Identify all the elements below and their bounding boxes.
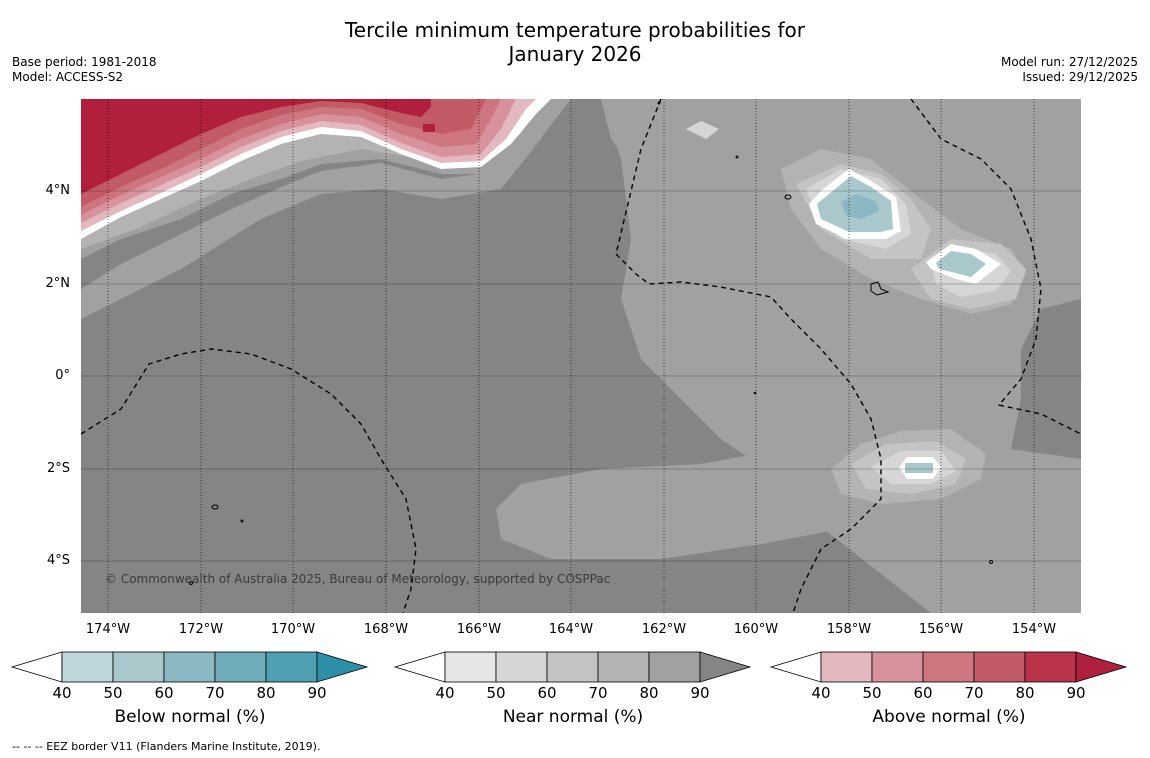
lon-label-170w: 170°W — [270, 622, 316, 637]
footnote: -- -- -- EEZ border V11 (Flanders Marine… — [12, 740, 321, 753]
cb3-tick-60: 60 — [913, 684, 933, 702]
lon-label-154w: 154°W — [1011, 622, 1057, 637]
island-d — [240, 519, 244, 523]
below-normal-50-b — [936, 251, 986, 277]
copyright-text: © Commonwealth of Australia 2025, Bureau… — [105, 572, 611, 586]
eez-borders — [81, 99, 1081, 613]
near-normal-50-small — [686, 121, 719, 139]
cb2-tick-70: 70 — [588, 684, 608, 702]
cb3-tick-50: 50 — [862, 684, 882, 702]
colorbar-label-below: Below normal (%) — [114, 707, 266, 727]
lon-label-174w: 174°W — [85, 622, 131, 637]
island-g — [735, 155, 739, 159]
cb1-tick-80: 80 — [256, 684, 276, 702]
eez-border-east — [910, 99, 1081, 435]
title-line-2: January 2026 — [508, 42, 642, 66]
above-normal-patch — [423, 124, 435, 132]
eez-border-west — [81, 348, 417, 613]
chart-title: Tercile minimum temperature probabilitie… — [0, 18, 1150, 66]
map-svg — [81, 99, 1081, 613]
lat-label-4n: 4°N — [45, 183, 71, 198]
colorbar-label-near: Near normal (%) — [502, 707, 644, 727]
lon-label-162w: 162°W — [641, 622, 687, 637]
colorbar-label-above: Above normal (%) — [872, 707, 1026, 727]
island-a — [784, 194, 792, 200]
cb2-tick-90: 90 — [690, 684, 710, 702]
cb1-tick-90: 90 — [307, 684, 327, 702]
meta-left: Base period: 1981-2018 Model: ACCESS-S2 — [12, 55, 157, 85]
lat-label-0: 0° — [55, 368, 70, 383]
cb2-tick-40: 40 — [435, 684, 455, 702]
below-normal-60-a — [841, 194, 879, 219]
lat-label-2n: 2°N — [45, 276, 71, 291]
cb3-tick-70: 70 — [964, 684, 984, 702]
model-run: Model run: 27/12/2025 — [1000, 55, 1138, 69]
lon-label-158w: 158°W — [826, 622, 872, 637]
colorbar-near-normal — [393, 651, 752, 683]
lon-label-156w: 156°W — [918, 622, 964, 637]
cb2-tick-60: 60 — [537, 684, 557, 702]
cb3-tick-90: 90 — [1066, 684, 1086, 702]
issued-date: Issued: 29/12/2025 — [1022, 70, 1138, 84]
cb3-tick-80: 80 — [1015, 684, 1035, 702]
cb2-tick-50: 50 — [486, 684, 506, 702]
lon-label-164w: 164°W — [548, 622, 594, 637]
lon-label-172w: 172°W — [178, 622, 224, 637]
title-line-1: Tercile minimum temperature probabilitie… — [344, 18, 806, 42]
map-panel — [81, 99, 1081, 613]
base-period: Base period: 1981-2018 — [12, 55, 157, 69]
island-e — [189, 581, 193, 585]
lon-label-160w: 160°W — [733, 622, 779, 637]
colorbar-below-normal — [10, 651, 369, 683]
islands — [189, 101, 993, 585]
cb2-tick-80: 80 — [639, 684, 659, 702]
colorbar-above-normal — [769, 651, 1128, 683]
cb3-tick-40: 40 — [811, 684, 831, 702]
cb1-tick-50: 50 — [103, 684, 123, 702]
meta-right: Model run: 27/12/2025 Issued: 29/12/2025 — [1001, 55, 1138, 85]
below-normal-50-c — [905, 463, 933, 473]
graticule-lat — [81, 190, 1081, 562]
island-b — [870, 281, 890, 296]
cb1-tick-60: 60 — [154, 684, 174, 702]
island-h — [657, 101, 661, 105]
island-i — [753, 391, 757, 395]
eez-border-central — [615, 99, 882, 613]
lat-label-4s: 4°S — [46, 553, 70, 568]
colorbars — [10, 651, 1128, 683]
cb1-tick-70: 70 — [205, 684, 225, 702]
island-c — [211, 504, 219, 510]
lat-label-2s: 2°S — [46, 461, 70, 476]
lon-label-166w: 166°W — [456, 622, 502, 637]
lon-label-168w: 168°W — [363, 622, 409, 637]
cb1-tick-40: 40 — [52, 684, 72, 702]
above-normal-90 — [81, 99, 431, 194]
model-name: Model: ACCESS-S2 — [12, 70, 124, 84]
island-f — [989, 560, 993, 564]
